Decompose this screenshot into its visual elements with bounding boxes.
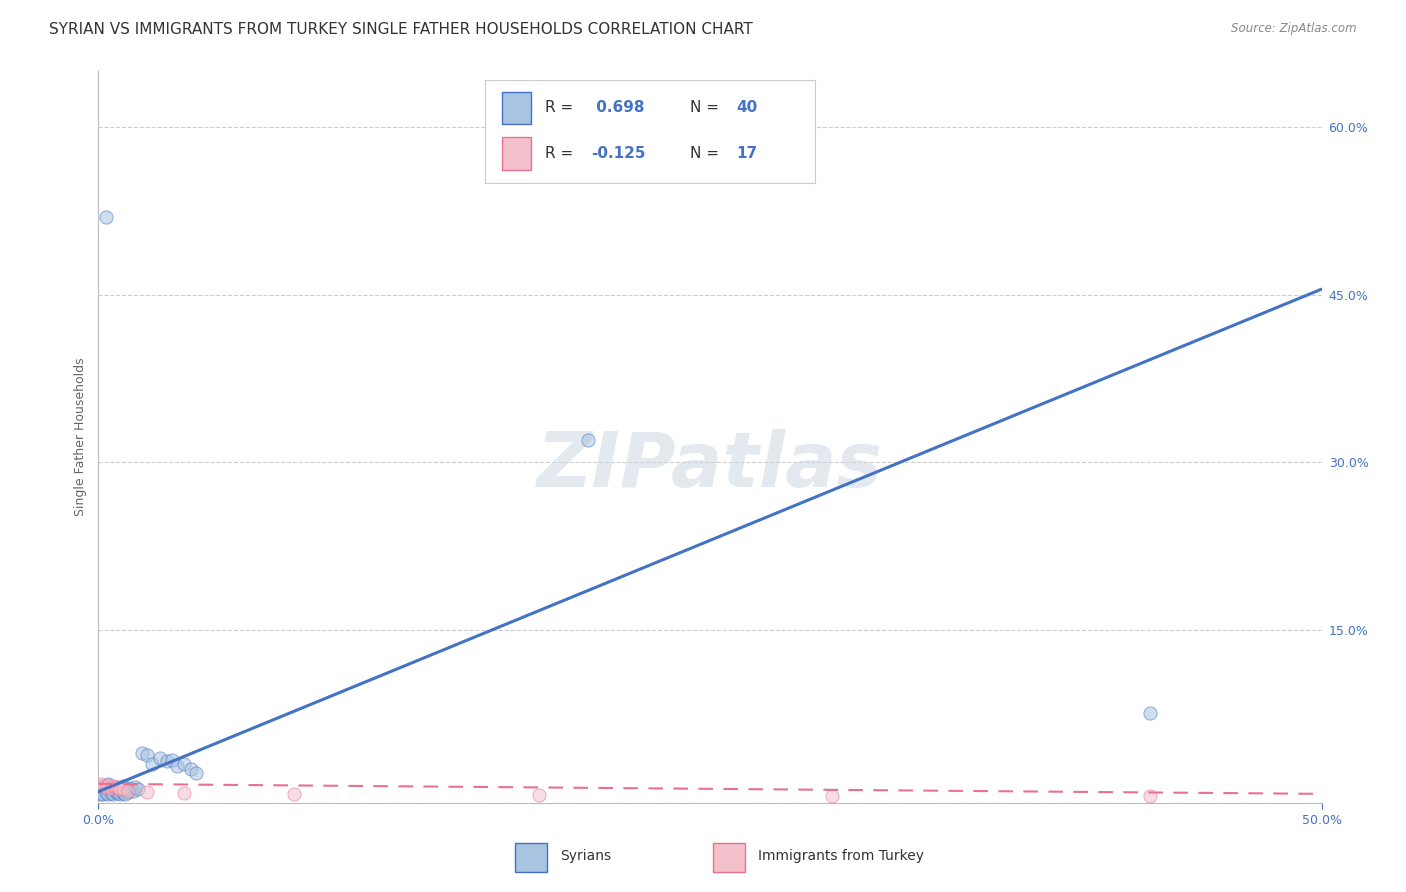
Point	[186, 765, 208, 780]
Bar	[713, 843, 745, 872]
Text: N =: N =	[690, 145, 718, 161]
Point	[107, 781, 129, 796]
Point	[141, 756, 163, 771]
Point	[283, 787, 305, 801]
Point	[166, 759, 188, 773]
Point	[97, 787, 120, 801]
Point	[90, 779, 112, 793]
Bar	[515, 843, 547, 872]
Point	[173, 786, 195, 800]
Point	[107, 786, 129, 800]
Point	[94, 210, 117, 224]
Point	[94, 786, 117, 800]
Point	[124, 780, 146, 794]
Point	[91, 787, 114, 801]
Point	[136, 747, 159, 762]
Text: R =: R =	[544, 145, 572, 161]
Text: -0.125: -0.125	[591, 145, 645, 161]
Text: Immigrants from Turkey: Immigrants from Turkey	[758, 849, 924, 863]
Point	[97, 778, 120, 792]
Point	[107, 782, 129, 797]
Point	[110, 787, 132, 801]
Point	[180, 762, 202, 776]
Point	[97, 777, 120, 791]
Point	[1139, 706, 1161, 721]
Point	[94, 783, 117, 797]
Point	[100, 786, 122, 800]
Point	[173, 756, 195, 771]
Point	[110, 783, 132, 797]
Point	[90, 787, 112, 801]
Point	[111, 786, 134, 800]
Point	[136, 784, 159, 798]
Point	[114, 787, 136, 801]
Point	[127, 782, 149, 797]
Text: Syrians: Syrians	[560, 849, 612, 863]
Point	[156, 755, 179, 769]
Point	[117, 783, 139, 797]
Point	[114, 782, 136, 797]
Point	[104, 780, 127, 794]
Text: Source: ZipAtlas.com: Source: ZipAtlas.com	[1232, 22, 1357, 36]
Point	[160, 753, 183, 767]
Text: ZIPatlas: ZIPatlas	[537, 429, 883, 503]
Point	[149, 751, 172, 765]
Point	[101, 784, 124, 798]
Text: R =: R =	[544, 101, 572, 115]
Text: 17: 17	[737, 145, 758, 161]
Text: N =: N =	[690, 101, 718, 115]
Point	[821, 789, 844, 803]
Point	[121, 783, 143, 797]
Point	[1139, 789, 1161, 803]
Bar	[502, 136, 531, 169]
Point	[120, 781, 142, 796]
Point	[527, 788, 550, 802]
Text: SYRIAN VS IMMIGRANTS FROM TURKEY SINGLE FATHER HOUSEHOLDS CORRELATION CHART: SYRIAN VS IMMIGRANTS FROM TURKEY SINGLE …	[49, 22, 754, 37]
Point	[100, 781, 122, 796]
Text: 0.698: 0.698	[591, 101, 644, 115]
Point	[101, 779, 124, 793]
Y-axis label: Single Father Households: Single Father Households	[75, 358, 87, 516]
Point	[117, 784, 139, 798]
Point	[91, 781, 114, 796]
Point	[111, 779, 134, 793]
Point	[104, 784, 127, 798]
Point	[101, 787, 124, 801]
Point	[576, 433, 599, 447]
Point	[110, 782, 132, 797]
Point	[104, 780, 127, 794]
Point	[100, 781, 122, 796]
Point	[91, 779, 114, 793]
Point	[90, 777, 112, 791]
Point	[111, 782, 134, 797]
Point	[131, 746, 153, 760]
Bar	[502, 92, 531, 124]
Text: 40: 40	[737, 101, 758, 115]
Point	[94, 780, 117, 794]
